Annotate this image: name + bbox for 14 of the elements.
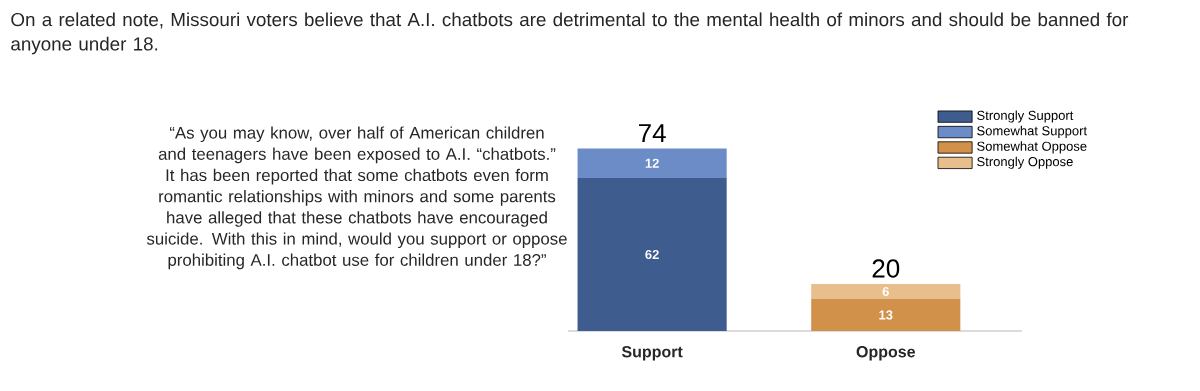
- x-tick-label: Oppose: [856, 346, 915, 361]
- legend-label: Strongly Support: [977, 110, 1074, 123]
- legend-label: Somewhat Oppose: [977, 141, 1087, 154]
- legend-label: Somewhat Support: [977, 125, 1087, 138]
- x-tick-label: Support: [621, 346, 683, 361]
- data-label: 62: [645, 249, 659, 260]
- total-label: 74: [639, 124, 666, 143]
- text: “As you may know, over half of American children and teenagers have been exposed to A.I. “chatbots.” It has been reported that some chatbots even form romantic relationships with minors and some parents have alleged that these chatbots have encouraged suicide. With this in mind, would you support or oppose prohibiting A.I. chatbot use for children under 18?”: [146, 126, 567, 270]
- legend-label: Strongly Oppose: [977, 156, 1073, 169]
- data-label: 6: [882, 286, 889, 297]
- chart-title: On a related note, Missouri voters believe that A.I. chatbots are detrimental to the mental health of minors and should be banned for anyone under 18.: [11, 12, 1129, 55]
- data-label: 12: [645, 158, 659, 168]
- total-label: 20: [872, 259, 900, 278]
- data-label: 13: [879, 310, 893, 320]
